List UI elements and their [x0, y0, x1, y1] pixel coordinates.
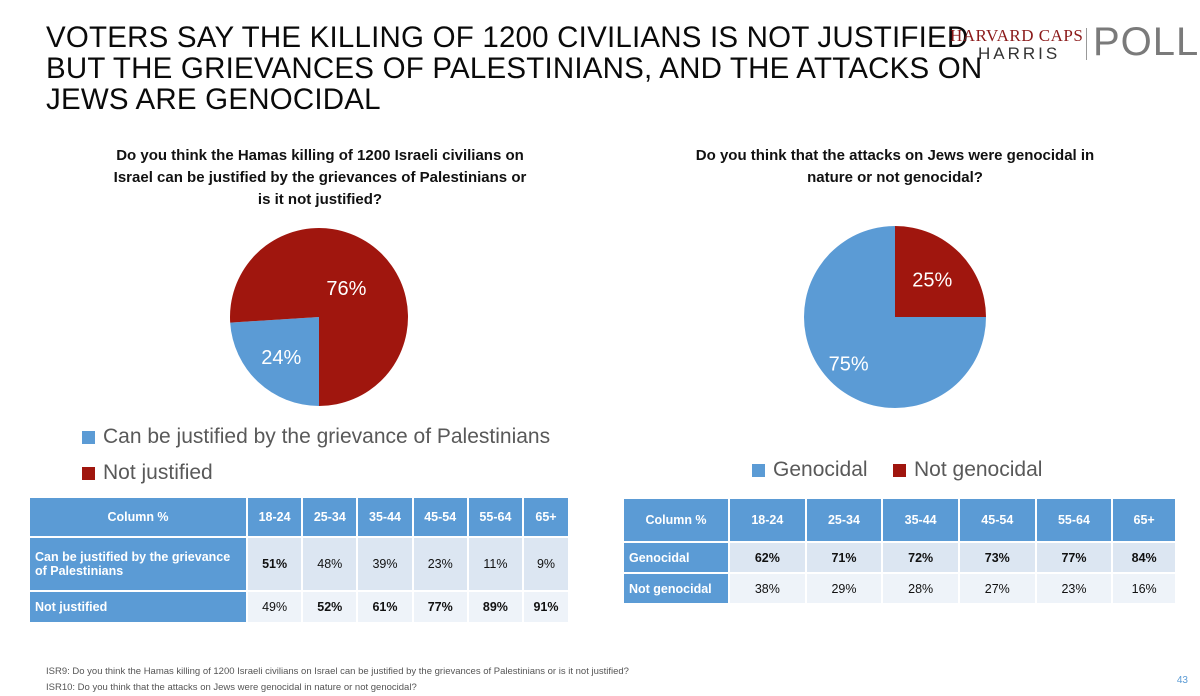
table-header-cell: 65+ [1113, 499, 1175, 541]
table-header-cell: 65+ [524, 498, 568, 536]
table-header-cell: 25-34 [303, 498, 357, 536]
table-cell: 77% [1036, 543, 1112, 572]
table-cell: 89% [468, 592, 523, 622]
chart-1-question-line: Do you think the Hamas killing of 1200 I… [116, 147, 524, 164]
table-cell: 62% [730, 543, 805, 572]
logo-line-3: POLL [1093, 20, 1200, 64]
legend-label: Genocidal [773, 458, 868, 481]
legend-swatch-blue [82, 430, 95, 444]
footnote-isr10: ISR10: Do you think that the attacks on … [46, 682, 417, 693]
justified-slice [230, 317, 319, 406]
legend-label: Not genocidal [914, 458, 1043, 481]
table-header-cell: 35-44 [358, 498, 412, 536]
table-header-cell: Column % [30, 498, 246, 536]
legend-item-not-justified: Not justified [82, 461, 213, 485]
table-row-label: Not genocidal [624, 574, 728, 603]
legend-swatch-red [893, 463, 906, 477]
slide-title: VOTERS SAY THE KILLING OF 1200 CIVILIANS… [46, 21, 983, 116]
justified-data-label: 24% [261, 347, 301, 369]
slide-title-line: JEWS ARE GENOCIDAL [46, 83, 381, 116]
table-cell: 38% [730, 574, 805, 603]
table-header-cell: 18-24 [248, 498, 302, 536]
table-cell: 23% [413, 538, 467, 590]
table-cell: 73% [959, 543, 1035, 572]
not-justified-data-label: 76% [326, 278, 366, 300]
table-cell: 61% [358, 592, 412, 622]
crosstab-justified: Column % 18-24 25-34 35-44 45-54 55-64 6… [28, 496, 570, 624]
table-cell: 77% [413, 592, 467, 622]
table-header-cell: 25-34 [806, 499, 882, 541]
table-header-cell: Column % [624, 499, 728, 541]
pie-chart-justified: 24% 76% [230, 228, 408, 406]
table-cell: 84% [1113, 543, 1175, 572]
legend-swatch-red [82, 466, 95, 480]
table-cell: 23% [1036, 574, 1112, 603]
table-row-label: Genocidal [624, 543, 728, 572]
table-row-label: Can be justified by the grievance of Pal… [30, 538, 246, 590]
genocidal-data-label: 75% [829, 353, 869, 375]
table-cell: 9% [524, 538, 568, 590]
chart-1-question-line: Israel can be justified by the grievance… [113, 169, 527, 186]
table-cell: 27% [959, 574, 1035, 603]
table-header-cell: 35-44 [883, 499, 958, 541]
table-cell: 16% [1113, 574, 1175, 603]
table-row-label: Not justified [30, 592, 246, 622]
table-cell: 11% [468, 538, 523, 590]
not-justified-slice [230, 228, 408, 406]
table-row: Genocidal 62% 71% 72% 73% 77% 84% [624, 543, 1175, 572]
table-cell: 29% [806, 574, 882, 603]
slide-title-line: BUT THE GRIEVANCES OF PALESTINIANS, AND … [46, 52, 983, 85]
slide-title-line: VOTERS SAY THE KILLING OF 1200 CIVILIANS… [46, 21, 969, 54]
chart-1-question: Do you think the Hamas killing of 1200 I… [80, 145, 560, 211]
table-row: Can be justified by the grievance of Pal… [30, 538, 568, 590]
table-cell: 91% [524, 592, 568, 622]
table-header-cell: 55-64 [468, 498, 523, 536]
table-cell: 48% [303, 538, 357, 590]
table-header-cell: 45-54 [959, 499, 1035, 541]
legend-label: Can be justified by the grievance of Pal… [103, 425, 551, 448]
legend-item-justified: Can be justified by the grievance of Pal… [82, 425, 550, 449]
logo-line-2: HARRIS [978, 44, 1061, 63]
page-number: 43 [1176, 675, 1188, 686]
legend-swatch-blue [752, 463, 765, 477]
table-row: Not justified 49% 52% 61% 77% 89% 91% [30, 592, 568, 622]
footnote-isr9: ISR9: Do you think the Hamas killing of … [46, 666, 629, 677]
table-cell: 72% [883, 543, 958, 572]
crosstab-genocidal: Column % 18-24 25-34 35-44 45-54 55-64 6… [622, 497, 1177, 605]
table-header-cell: 18-24 [730, 499, 805, 541]
not-genocidal-data-label: 25% [912, 270, 952, 292]
table-header-cell: 45-54 [413, 498, 467, 536]
logo-divider [1086, 28, 1087, 60]
legend-item-not-genocidal: Not genocidal [893, 458, 1042, 482]
table-cell: 51% [248, 538, 302, 590]
table-cell: 49% [248, 592, 302, 622]
not-genocidal-slice [895, 226, 986, 317]
table-row: Not genocidal 38% 29% 28% 27% 23% 16% [624, 574, 1175, 603]
logo-line-1: HARVARD CAPS [950, 26, 1084, 45]
legend-item-genocidal: Genocidal [752, 458, 868, 482]
pie-chart-genocidal: 75% 25% [804, 226, 986, 408]
chart-2-question-line: nature or not genocidal? [807, 169, 983, 186]
table-cell: 52% [303, 592, 357, 622]
chart-1-question-line: is it not justified? [257, 191, 383, 208]
table-cell: 71% [806, 543, 882, 572]
chart-2-question-line: Do you think that the attacks on Jews we… [695, 147, 1095, 164]
table-cell: 28% [883, 574, 958, 603]
harvard-caps-harris-poll-logo: HARVARD CAPS HARRIS POLL [950, 20, 1198, 66]
table-cell: 39% [358, 538, 412, 590]
legend-label: Not justified [103, 461, 213, 484]
chart-2-question: Do you think that the attacks on Jews we… [660, 145, 1130, 189]
table-header-cell: 55-64 [1036, 499, 1112, 541]
